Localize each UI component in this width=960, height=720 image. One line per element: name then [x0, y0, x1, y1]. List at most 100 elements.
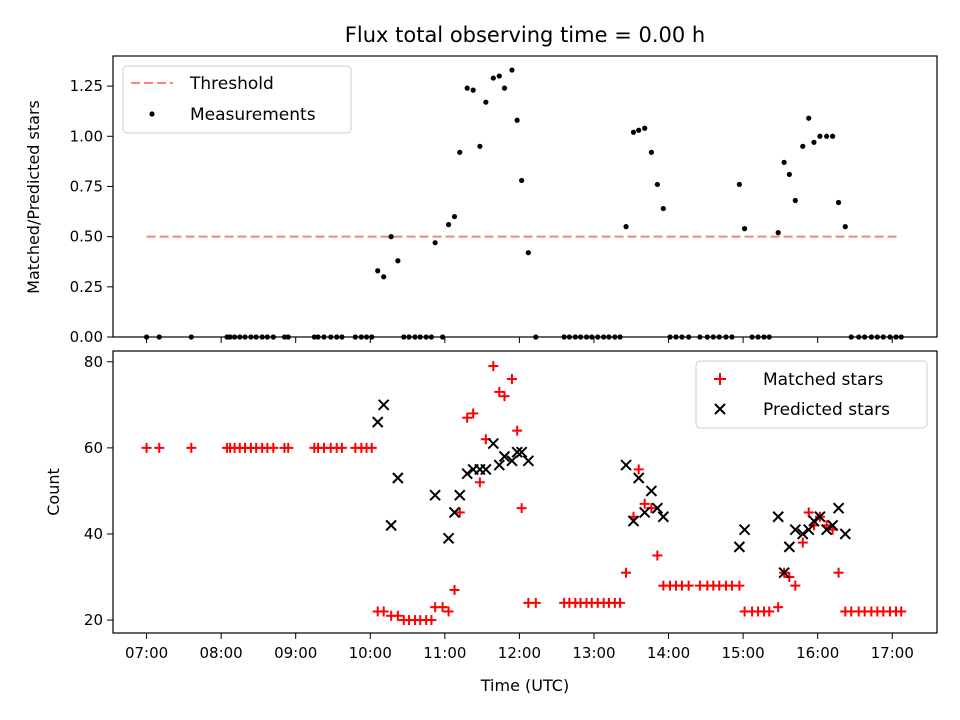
measurement-point [835, 199, 842, 206]
bottom-axes-frame [112, 350, 938, 634]
measurement-point [736, 181, 742, 188]
predicted-star-point [651, 502, 664, 514]
x-tick-label: 11:00 [423, 644, 466, 662]
predicted-star-point [461, 467, 473, 480]
predicted-star-point-b [778, 567, 790, 579]
predicted-star-point-b [772, 511, 784, 523]
predicted-star-point-b [832, 502, 845, 514]
predicted-star-point-b [498, 450, 511, 463]
predicted-star-point [377, 399, 390, 411]
matched-star-point [621, 567, 632, 578]
measurement-point [775, 230, 781, 236]
measurement-point [742, 226, 748, 232]
predicted-star-point [522, 455, 535, 467]
top-legend: Threshold Measurements [122, 65, 352, 134]
top-y-axis-label: Matched/Predicted stars [24, 100, 43, 294]
measurement-point [830, 133, 836, 139]
measurement-point [654, 181, 660, 188]
matched-star-point [474, 477, 485, 488]
legend-threshold-label: Threshold [189, 74, 274, 94]
matched-star-point [506, 373, 517, 384]
x-tick-label: 14:00 [647, 644, 690, 662]
measurement-point [477, 143, 483, 149]
predicted-star-point [392, 472, 404, 484]
matched-star-point [443, 606, 454, 617]
measurement-point [636, 127, 642, 133]
measurement-point [525, 250, 531, 256]
predicted-star-point [814, 511, 826, 523]
predicted-star-point-b [515, 446, 528, 458]
x-tick-label: 12:00 [498, 644, 541, 662]
matched-star-point [797, 537, 808, 548]
matched-star-point [392, 610, 403, 621]
predicted-star-point-b [733, 541, 746, 553]
predicted-star-point [778, 567, 790, 579]
measurement-point [817, 133, 823, 139]
matched-star-point [186, 442, 197, 453]
measurement-point [811, 139, 817, 145]
predicted-star-point [498, 450, 511, 463]
predicted-star-point-b [522, 455, 535, 467]
measurement-point [464, 85, 470, 91]
predicted-star-point-b [487, 437, 500, 450]
top-y-tick-label: 0.25 [70, 278, 103, 296]
measurement-point [501, 85, 508, 91]
predicted-star-point-b [808, 515, 820, 527]
measurement-point [388, 234, 394, 240]
predicted-star-point [826, 519, 839, 532]
matched-star-point [283, 442, 294, 453]
predicted-star-point-b [633, 472, 645, 484]
predicted-star-point-b [820, 523, 833, 536]
matched-star-point [639, 498, 650, 509]
matched-star-point [773, 602, 784, 613]
predicted-star-point [372, 416, 384, 428]
predicted-star-point-b [480, 463, 492, 476]
matched-star-point [683, 580, 694, 591]
predicted-star-point [832, 502, 845, 514]
legend-predicted-swatch [714, 403, 726, 415]
measurement-point [509, 67, 515, 73]
top-y-tick-label: 0.50 [70, 228, 103, 246]
x-tick-label: 15:00 [722, 644, 765, 662]
predicted-star-point [480, 463, 492, 476]
matched-star-point [499, 391, 510, 402]
top-y-ticks: 0.00 0.25 0.50 0.75 1.00 1.25 [70, 77, 113, 346]
predicted-star-point-b [738, 523, 751, 536]
measurement-point [381, 274, 387, 280]
measurement-point [824, 133, 830, 139]
matched-star-point [512, 425, 523, 436]
predicted-star-point-b [372, 416, 384, 428]
predicted-star-point-b [461, 467, 473, 480]
predicted-star-point [789, 523, 802, 536]
matched-star-points [141, 361, 907, 626]
predicted-star-point-b [826, 519, 839, 532]
x-tick-label: 17:00 [871, 644, 914, 662]
measurement-point [514, 117, 520, 123]
matched-star-point [449, 584, 460, 595]
predicted-star-point [733, 541, 746, 553]
legend-matched-label: Matched stars [763, 370, 883, 390]
matched-star-point [426, 615, 437, 626]
predicted-star-point [783, 541, 796, 553]
matched-star-point [494, 386, 505, 397]
measurement-point [806, 115, 812, 121]
measurement-point [660, 205, 666, 212]
predicted-star-point-b [442, 532, 455, 544]
predicted-star-point-b [783, 541, 796, 553]
predicted-star-point [429, 489, 441, 501]
predicted-star-points [372, 399, 851, 579]
measurement-point [781, 159, 787, 165]
predicted-star-point [645, 485, 658, 497]
predicted-star-point [385, 519, 397, 532]
predicted-star-point [808, 515, 820, 527]
x-tick-label: 16:00 [796, 644, 839, 662]
matched-star-point [734, 580, 745, 591]
predicted-star-point-b [511, 446, 523, 458]
matched-star-point [141, 442, 152, 453]
matched-star-point [268, 442, 279, 453]
matched-star-point [437, 602, 448, 613]
predicted-star-point [442, 532, 455, 544]
top-axes-frame [112, 55, 938, 338]
matched-star-point [336, 442, 347, 453]
